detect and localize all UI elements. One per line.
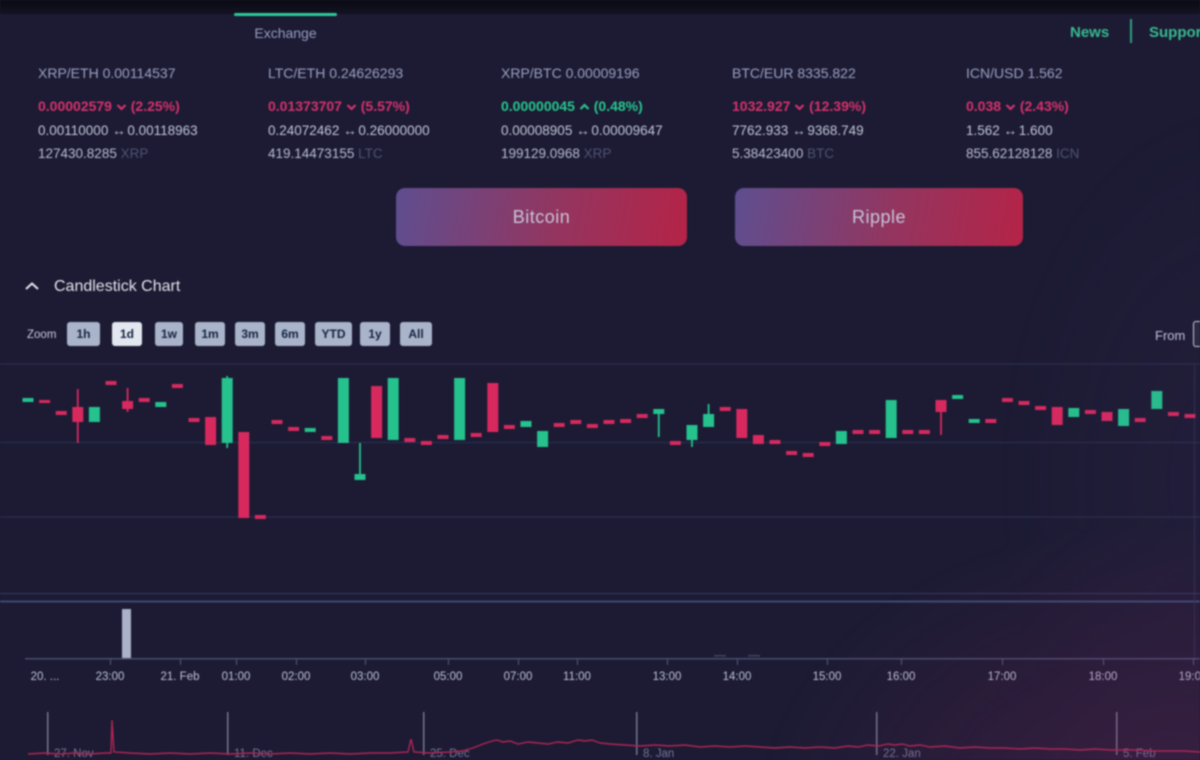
svg-text:14:00: 14:00 bbox=[723, 671, 752, 683]
svg-text:11. Dec: 11. Dec bbox=[234, 748, 273, 760]
svg-text:19:00: 19:00 bbox=[1179, 671, 1200, 683]
svg-text:22. Jan: 22. Jan bbox=[883, 748, 921, 760]
svg-text:17:00: 17:00 bbox=[988, 671, 1017, 683]
svg-text:03:00: 03:00 bbox=[351, 671, 380, 683]
svg-text:11:00: 11:00 bbox=[563, 671, 591, 683]
svg-text:13:00: 13:00 bbox=[653, 671, 682, 683]
svg-text:01:00: 01:00 bbox=[222, 671, 251, 683]
svg-text:20. ...: 20. ... bbox=[31, 671, 60, 683]
svg-text:15:00: 15:00 bbox=[813, 671, 842, 683]
svg-text:02:00: 02:00 bbox=[282, 671, 311, 683]
svg-text:8. Jan: 8. Jan bbox=[643, 748, 674, 760]
svg-text:23:00: 23:00 bbox=[96, 671, 125, 683]
svg-text:21. Feb: 21. Feb bbox=[161, 671, 200, 683]
svg-text:07:00: 07:00 bbox=[504, 671, 533, 683]
svg-text:18:00: 18:00 bbox=[1089, 671, 1118, 683]
svg-text:05:00: 05:00 bbox=[434, 671, 463, 683]
svg-text:16:00: 16:00 bbox=[887, 671, 916, 683]
svg-text:27. Nov: 27. Nov bbox=[54, 748, 94, 760]
